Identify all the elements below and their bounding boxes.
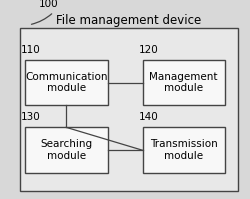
Text: Searching
module: Searching module [40, 139, 92, 161]
Text: 110: 110 [21, 45, 41, 55]
Bar [25, 127, 107, 173]
Bar [20, 28, 238, 191]
Text: Communication
module: Communication module [25, 72, 107, 93]
Bar [142, 127, 225, 173]
Bar [142, 60, 225, 105]
Text: File management device: File management device [56, 14, 202, 27]
Text: Transmission
module: Transmission module [150, 139, 218, 161]
Text: 120: 120 [139, 45, 158, 55]
Bar [25, 60, 107, 105]
Text: 100: 100 [39, 0, 58, 9]
Text: 140: 140 [139, 112, 158, 122]
Text: 130: 130 [21, 112, 41, 122]
Text: Management
module: Management module [150, 72, 218, 93]
